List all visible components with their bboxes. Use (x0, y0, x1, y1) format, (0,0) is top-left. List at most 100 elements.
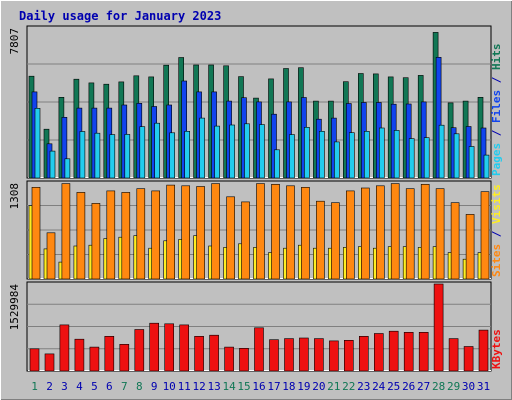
x-tick-label-4: 4 (76, 380, 83, 393)
legend-text: / (490, 70, 503, 90)
x-tick-label-13: 13 (207, 380, 220, 393)
bar-pages-6 (109, 134, 116, 179)
x-tick-label-11: 11 (178, 380, 191, 393)
legend-text: Visits (490, 184, 503, 224)
bar-sites-12 (196, 186, 205, 280)
bar-pages-18 (289, 134, 295, 179)
bar-sites-24 (375, 185, 385, 280)
bar-pages-17 (274, 149, 280, 179)
bar-kbytes-20 (314, 338, 324, 372)
x-tick-label-29: 29 (447, 380, 460, 393)
x-tick-label-18: 18 (282, 380, 295, 393)
bar-sites-15 (241, 201, 250, 280)
bar-kbytes-18 (284, 338, 294, 372)
x-tick-label-31: 31 (477, 380, 490, 393)
x-tick-label-7: 7 (121, 380, 128, 393)
bar-kbytes-13 (209, 334, 219, 372)
bar-sites-16 (256, 183, 265, 280)
bar-sites-11 (181, 185, 190, 280)
bar-kbytes-9 (149, 322, 159, 372)
bar-sites-20 (316, 200, 325, 280)
legend-text: KBytes (490, 329, 503, 369)
bar-sites-31 (480, 191, 490, 280)
bar-kbytes-8 (134, 329, 145, 372)
bar-kbytes-28 (433, 283, 444, 372)
bar-pages-30 (468, 146, 475, 179)
bar-pages-13 (214, 125, 220, 179)
x-tick-label-14: 14 (222, 380, 236, 393)
x-tick-label-15: 15 (237, 380, 250, 393)
panel-middle-legend-label: Sites / Visits (490, 184, 503, 277)
series-kbytes (29, 283, 489, 372)
x-tick-label-2: 2 (46, 380, 53, 393)
panel-middle: 1308 Sites / Visits (8, 180, 503, 280)
bar-sites-6 (106, 190, 116, 280)
bar-kbytes-26 (403, 331, 414, 372)
bar-kbytes-5 (89, 346, 100, 372)
bar-pages-31 (483, 154, 490, 179)
bar-pages-14 (229, 124, 235, 179)
bar-kbytes-23 (358, 335, 369, 372)
panel-bottom-ymax-label: 1529984 (8, 284, 21, 331)
bar-kbytes-7 (119, 343, 130, 372)
bar-sites-13 (211, 183, 220, 280)
x-tick-label-16: 16 (252, 380, 265, 393)
bar-sites-8 (136, 188, 146, 280)
bar-pages-22 (348, 132, 355, 179)
panel-top: 7807 Pages / Files / Hits (8, 25, 503, 179)
bar-pages-8 (139, 126, 146, 179)
bar-kbytes-1 (29, 348, 40, 372)
x-tick-label-24: 24 (372, 380, 386, 393)
bar-kbytes-11 (179, 324, 189, 372)
bar-files-28 (435, 56, 442, 179)
panel-top-legend-label: Pages / Files / Hits (490, 44, 503, 177)
bar-files-3 (61, 117, 68, 179)
x-tick-label-1: 1 (31, 380, 38, 393)
chart-title: Daily usage for January 2023 (19, 9, 221, 23)
bar-sites-14 (226, 196, 235, 280)
bar-kbytes-4 (74, 338, 85, 372)
legend-text: Hits (490, 44, 503, 71)
legend-text: Pages (490, 143, 503, 176)
x-tick-label-17: 17 (267, 380, 280, 393)
series-files (31, 56, 487, 179)
x-tick-label-19: 19 (297, 380, 310, 393)
bar-sites-10 (166, 184, 175, 280)
x-tick-label-12: 12 (192, 380, 205, 393)
x-tick-label-23: 23 (357, 380, 370, 393)
x-tick-label-6: 6 (106, 380, 113, 393)
panel-bottom-legend-label: KBytes (490, 329, 503, 369)
x-axis-labels: 1 2 3 4 5 6 7 8 9 10 11 12 13 14 15 16 17 18 19 20 21 22 23 24 2… (31, 380, 490, 393)
bar-pages-29 (453, 133, 460, 179)
panel-middle-ymax-label: 1308 (8, 183, 21, 210)
bar-kbytes-10 (164, 323, 174, 372)
bar-kbytes-25 (388, 330, 399, 372)
bar-kbytes-3 (59, 324, 70, 372)
bar-kbytes-22 (343, 339, 354, 372)
bar-kbytes-17 (269, 339, 279, 372)
x-tick-label-25: 25 (387, 380, 400, 393)
series-sites (31, 183, 490, 280)
bar-kbytes-12 (194, 335, 204, 372)
bar-sites-22 (345, 190, 355, 280)
legend-text: Files (490, 90, 503, 123)
bar-sites-30 (465, 214, 475, 280)
bar-pages-5 (94, 132, 101, 179)
x-tick-label-22: 22 (342, 380, 355, 393)
bar-sites-25 (390, 183, 400, 280)
x-tick-label-26: 26 (402, 380, 415, 393)
bar-kbytes-29 (448, 338, 459, 372)
bar-sites-17 (271, 184, 280, 280)
bar-pages-3 (64, 158, 71, 179)
bar-pages-19 (304, 127, 310, 179)
bar-sites-1 (31, 187, 41, 280)
bar-pages-21 (334, 141, 340, 179)
bar-pages-4 (79, 131, 86, 179)
bar-pages-1 (34, 108, 41, 179)
x-tick-label-9: 9 (151, 380, 158, 393)
x-tick-label-3: 3 (61, 380, 68, 393)
bar-pages-28 (438, 124, 445, 179)
bar-sites-7 (121, 192, 131, 280)
bar-kbytes-21 (329, 340, 339, 372)
